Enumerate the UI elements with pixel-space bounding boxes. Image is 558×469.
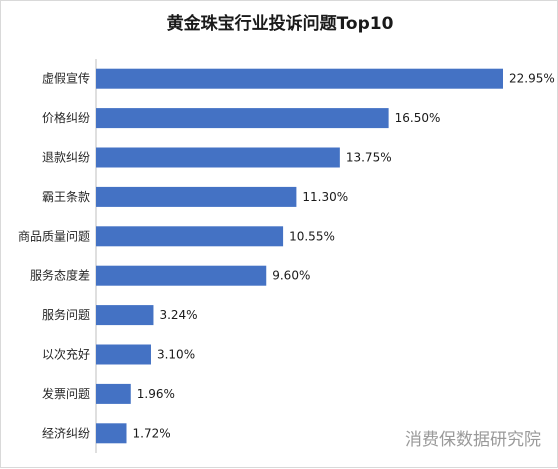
bar — [96, 186, 297, 207]
value-label: 3.24% — [159, 308, 197, 322]
category-label: 商品质量问题 — [18, 228, 90, 243]
value-label: 16.50% — [395, 111, 441, 125]
category-label: 霸王条款 — [42, 190, 90, 204]
value-label: 13.75% — [346, 151, 392, 165]
bar — [96, 383, 131, 404]
bar — [96, 265, 267, 286]
category-label: 服务问题 — [42, 307, 90, 322]
value-label: 1.72% — [133, 426, 171, 440]
chart-title: 黄金珠宝行业投诉问题Top10 — [167, 13, 394, 34]
category-label: 退款纠纷 — [42, 151, 90, 165]
bar — [96, 344, 151, 365]
bar — [96, 305, 154, 326]
category-label: 以次充好 — [42, 347, 90, 362]
category-label: 发票问题 — [42, 386, 90, 401]
category-label: 虚假宣传 — [42, 71, 90, 86]
bar — [96, 423, 127, 444]
value-label: 9.60% — [272, 269, 310, 283]
bar — [96, 108, 389, 129]
value-label: 11.30% — [302, 190, 348, 204]
category-label: 服务态度差 — [30, 268, 90, 283]
value-label: 10.55% — [289, 229, 335, 243]
category-label: 价格纠纷 — [42, 110, 90, 125]
bar — [96, 68, 503, 89]
category-label: 经济纠纷 — [42, 425, 90, 440]
value-label: 22.95% — [509, 72, 555, 86]
watermark: 消费保数据研究院 — [405, 430, 541, 450]
value-label: 1.96% — [137, 387, 175, 401]
value-label: 3.10% — [157, 348, 195, 362]
bar — [96, 147, 340, 168]
bar — [96, 226, 284, 247]
